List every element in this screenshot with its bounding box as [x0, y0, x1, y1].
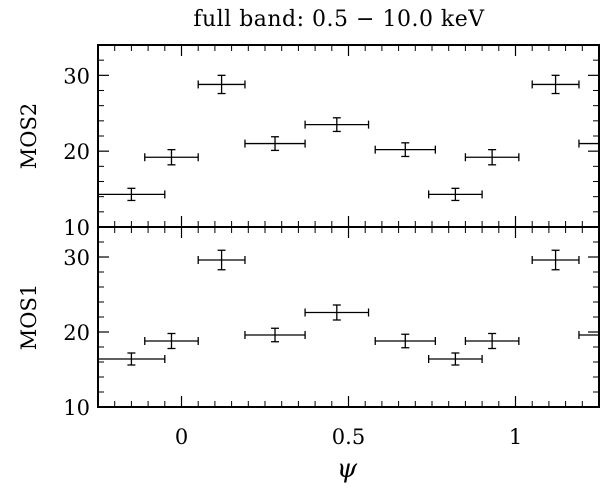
- plot-layer: 10 20 30 MOS2 10 20 30 MOS1 0 0.5 1: [17, 44, 600, 449]
- y-axis-label: MOS2: [17, 103, 41, 169]
- panel-mos2: 10 20 30 MOS2: [17, 44, 600, 240]
- y-tick-label: 30: [63, 64, 90, 88]
- y-tick-label: 10: [63, 216, 90, 240]
- data-point: [428, 352, 483, 366]
- x-tick-label: 1: [509, 425, 522, 449]
- data-point: [144, 148, 199, 166]
- data-point: [144, 332, 199, 350]
- data-point: [374, 333, 436, 349]
- data-point: [578, 331, 599, 339]
- panel-frame: [97, 44, 600, 228]
- x-tick-label: 0: [175, 425, 188, 449]
- data-point: [304, 117, 370, 133]
- data-point: [464, 332, 520, 350]
- x-axis-label: ψ: [337, 454, 358, 484]
- panel-mos1: 10 20 30 MOS1: [17, 226, 600, 420]
- data-point: [197, 74, 246, 95]
- chart-title: full band: 0.5 − 10.0 keV: [193, 7, 485, 32]
- x-tick-label: 0.5: [332, 425, 365, 449]
- data-point: [531, 249, 580, 271]
- data-point: [464, 148, 520, 166]
- y-tick-label: 20: [63, 140, 90, 164]
- data-series: [98, 249, 599, 366]
- data-point: [98, 187, 166, 202]
- panel-frame: [97, 226, 600, 408]
- data-point: [98, 352, 166, 366]
- data-point: [244, 327, 306, 343]
- data-point: [197, 249, 246, 271]
- data-point: [531, 74, 580, 95]
- y-tick-label: 20: [63, 321, 90, 345]
- data-point: [374, 142, 436, 158]
- data-point: [578, 139, 599, 148]
- data-point: [428, 187, 483, 202]
- y-axis-label: MOS1: [17, 284, 41, 350]
- data-point: [304, 304, 370, 321]
- y-tick-label: 30: [63, 246, 90, 270]
- data-point: [244, 136, 306, 152]
- data-series: [98, 74, 599, 202]
- y-tick-label: 10: [63, 396, 90, 420]
